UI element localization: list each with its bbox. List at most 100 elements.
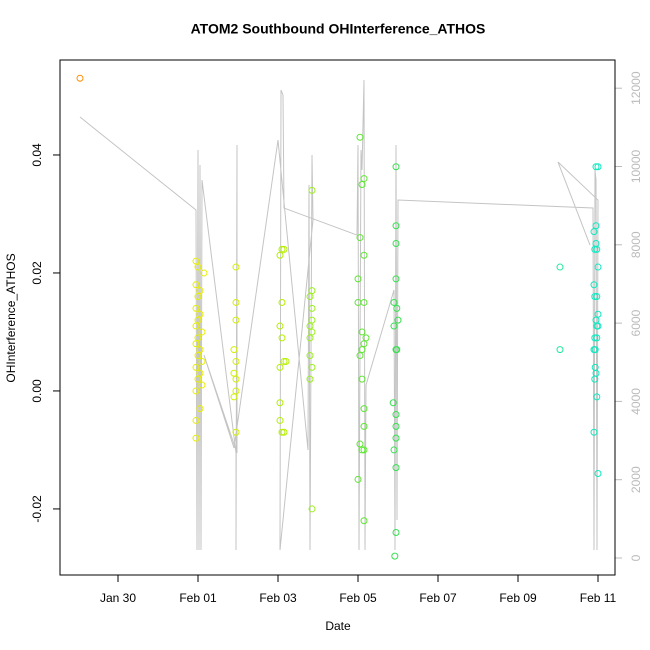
point	[593, 393, 601, 401]
point	[278, 334, 286, 342]
point	[592, 163, 600, 171]
point	[360, 298, 368, 306]
x-tick-label: Feb 07	[419, 591, 457, 605]
point	[591, 293, 599, 301]
point	[196, 369, 204, 377]
point	[230, 346, 238, 354]
point	[196, 310, 204, 318]
point	[194, 375, 202, 383]
point	[306, 352, 314, 360]
point	[356, 440, 364, 448]
point	[360, 446, 368, 454]
x-axis-title: Date	[325, 619, 351, 633]
point	[360, 251, 368, 259]
point	[360, 175, 368, 183]
point	[306, 293, 314, 301]
y2-tick-label: 4000	[629, 388, 643, 415]
point	[308, 328, 316, 336]
point	[392, 464, 400, 472]
point	[192, 304, 200, 312]
point	[593, 245, 601, 253]
x-tick-label: Jan 30	[100, 591, 136, 605]
point	[591, 375, 599, 383]
point	[358, 446, 366, 454]
point	[308, 287, 316, 295]
point	[232, 375, 240, 383]
point	[393, 346, 401, 354]
point	[358, 375, 366, 383]
point	[308, 505, 316, 513]
point	[194, 293, 202, 301]
point	[390, 322, 398, 330]
point	[390, 298, 398, 306]
point	[360, 405, 368, 413]
point	[306, 322, 314, 330]
point	[390, 446, 398, 454]
point	[198, 328, 206, 336]
point	[306, 375, 314, 383]
point	[393, 304, 401, 312]
y2-tick-label: 8000	[629, 231, 643, 258]
y-tick-label: 0.02	[30, 261, 44, 285]
point	[232, 357, 240, 365]
x-tick-label: Feb 03	[259, 591, 297, 605]
point	[232, 298, 240, 306]
point	[276, 322, 284, 330]
point	[230, 369, 238, 377]
point	[594, 322, 602, 330]
point	[360, 340, 368, 348]
point	[556, 263, 564, 271]
point	[232, 428, 240, 436]
point	[356, 133, 364, 141]
point	[358, 346, 366, 354]
y2-tick-label: 6000	[629, 309, 643, 336]
x-tick-label: Feb 09	[499, 591, 537, 605]
point	[360, 517, 368, 525]
point	[392, 275, 400, 283]
point	[354, 475, 362, 483]
point	[593, 334, 601, 342]
point	[232, 316, 240, 324]
y2-tick-label: 10000	[629, 149, 643, 183]
point	[594, 163, 602, 171]
point	[391, 552, 399, 560]
point	[394, 316, 402, 324]
point	[232, 387, 240, 395]
point	[356, 352, 364, 360]
point	[194, 316, 202, 324]
point	[278, 245, 286, 253]
line	[79, 80, 599, 551]
y-tick-label: -0.02	[30, 495, 44, 523]
point	[556, 346, 564, 354]
point	[192, 281, 200, 289]
point	[392, 411, 400, 419]
point	[306, 334, 314, 342]
point	[591, 334, 599, 342]
point	[282, 357, 290, 365]
point	[590, 281, 598, 289]
point	[280, 357, 288, 365]
point	[594, 310, 602, 318]
x-tick-label: Feb 01	[179, 591, 217, 605]
plot-frame	[59, 59, 616, 576]
point	[198, 357, 206, 365]
point	[276, 363, 284, 371]
point	[308, 186, 316, 194]
x-tick-label: Feb 05	[339, 591, 377, 605]
point	[591, 346, 599, 354]
x-tick-label: Feb 11	[580, 591, 617, 605]
point	[192, 387, 200, 395]
point	[392, 422, 400, 430]
y-tick-label: 0.04	[30, 143, 44, 167]
point	[392, 222, 400, 230]
chart-title: ATOM2 Southbound OHInterference_ATHOS	[191, 21, 486, 37]
point	[392, 239, 400, 247]
point	[196, 287, 204, 295]
point	[360, 422, 368, 430]
point	[308, 363, 316, 371]
point	[590, 228, 598, 236]
point	[276, 399, 284, 407]
point	[230, 393, 238, 401]
